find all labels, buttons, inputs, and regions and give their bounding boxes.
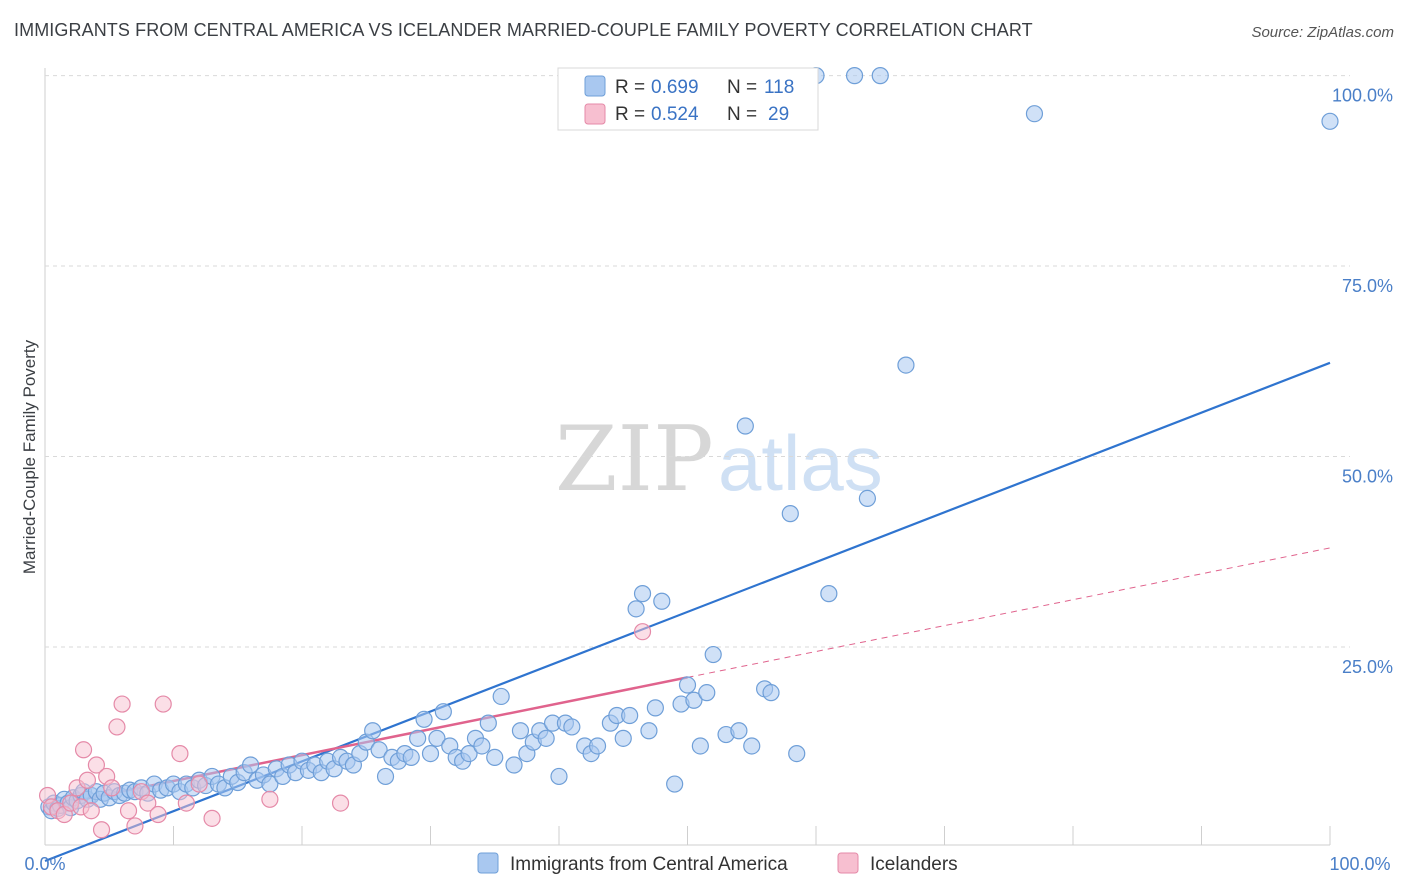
point-immigrants-80 [505,756,523,774]
point-immigrants-124 [1321,112,1339,130]
legend-r-value-1: 0.699 [651,77,699,98]
point-immigrants-67 [415,710,433,728]
point-icelanders-10 [87,756,106,774]
point-immigrants-69 [428,729,446,747]
point-immigrants-100 [646,699,664,717]
legend-swatch-blue [584,75,606,97]
point-immigrants-97 [627,600,645,618]
point-icelanders-26 [261,790,279,808]
point-immigrants-112 [743,737,761,755]
point-icelanders-13 [103,779,121,797]
y-axis-label: Married-Couple Family Poverty [20,339,39,574]
legend-r-value-2: 0.524 [651,104,699,125]
legend-n-label-1: N = [727,77,757,98]
point-icelanders-9 [82,802,100,820]
source-note: Source: ZipAtlas.com [1251,24,1394,41]
point-immigrants-101 [653,592,671,610]
point-icelanders-20 [149,805,167,824]
point-immigrants-99 [640,722,658,740]
point-icelanders-15 [113,695,131,713]
point-icelanders-28 [633,623,652,641]
point-icelanders-21 [154,695,172,713]
point-icelanders-8 [78,771,97,789]
y-tick-labels: 25.0% 50.0% 75.0% 100.0% [1332,86,1393,677]
bottom-legend-swatch-pink [837,852,859,874]
point-icelanders-16 [119,802,138,820]
point-icelanders-7 [74,741,93,759]
watermark-zip: ZIP [555,407,714,512]
legend-n-value-1: 118 [764,77,794,98]
y-tick-label-75: 75.0% [1342,276,1393,296]
point-immigrants-66 [409,729,427,747]
point-immigrants-108 [704,645,722,664]
x-tick-label-0: 0.0% [24,854,65,874]
point-immigrants-115 [781,505,799,523]
point-immigrants-68 [421,744,440,763]
point-immigrants-40 [242,756,260,774]
point-immigrants-114 [762,684,780,702]
point-immigrants-98 [633,585,652,603]
point-immigrants-107 [698,684,716,702]
bottom-legend-label-immigrants: Immigrants from Central America [510,854,788,875]
point-immigrants-111 [736,417,754,435]
point-immigrants-89 [563,718,581,736]
y-tick-label-100: 100.0% [1332,86,1393,106]
point-immigrants-121 [871,67,889,85]
legend-r-label-2: R = [615,104,645,125]
point-immigrants-119 [845,67,864,85]
point-immigrants-118 [820,585,838,603]
point-immigrants-105 [685,691,703,709]
point-icelanders-27 [331,794,350,812]
trend-line-icelanders-extension [687,547,1331,678]
point-immigrants-92 [588,737,607,755]
point-immigrants-122 [897,356,915,374]
legend-n-label-2: N = [727,104,757,125]
point-icelanders-19 [139,794,157,812]
point-immigrants-95 [614,729,632,747]
point-immigrants-102 [666,775,684,793]
point-immigrants-85 [537,729,555,747]
point-immigrants-70 [434,703,452,721]
point-immigrants-65 [402,748,420,766]
point-icelanders-22 [171,744,189,763]
point-immigrants-78 [486,748,504,766]
bottom-legend-label-icelanders: Icelanders [870,854,958,875]
point-immigrants-106 [691,737,709,755]
point-immigrants-104 [678,676,697,694]
point-immigrants-74 [460,744,478,763]
gridlines [45,75,1350,648]
point-immigrants-110 [730,722,748,740]
point-immigrants-96 [621,706,639,725]
point-icelanders-17 [126,817,144,835]
point-immigrants-123 [1025,105,1044,123]
point-immigrants-61 [376,767,395,786]
point-immigrants-116 [788,744,806,763]
x-tick-label-100: 100.0% [1329,854,1390,874]
point-icelanders-14 [108,718,126,736]
point-immigrants-60 [370,741,388,759]
series-icelanders-points [38,623,652,839]
chart-title: IMMIGRANTS FROM CENTRAL AMERICA VS ICELA… [14,20,1033,40]
legend-swatch-pink [584,103,606,125]
stats-legend: R = 0.699 N = 118 R = 0.524 N = 29 [557,67,819,131]
point-immigrants-79 [492,687,510,706]
point-immigrants-81 [511,722,530,740]
bottom-legend-swatch-blue [477,852,499,874]
point-immigrants-87 [550,767,568,786]
y-tick-label-50: 50.0% [1342,467,1393,487]
legend-r-label-1: R = [615,77,645,98]
point-immigrants-120 [858,489,877,507]
point-icelanders-25 [203,809,221,827]
point-immigrants-76 [473,737,491,755]
y-tick-label-25: 25.0% [1342,657,1393,677]
series-legend: Immigrants from Central America Icelande… [477,852,958,875]
point-immigrants-77 [479,714,497,732]
point-icelanders-11 [92,821,111,839]
point-icelanders-24 [190,775,208,793]
point-immigrants-59 [364,722,382,740]
legend-n-value-2: 29 [768,104,789,125]
x-tick-marks [173,826,1331,845]
point-icelanders-23 [177,794,195,812]
